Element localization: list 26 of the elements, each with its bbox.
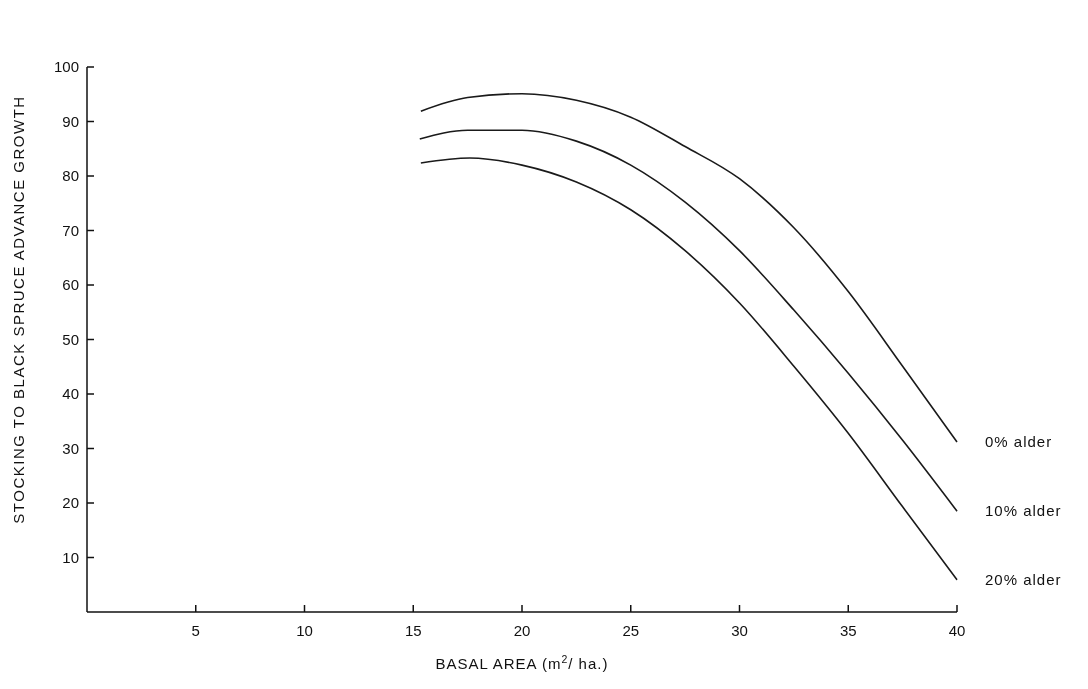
x-tick-label: 5: [191, 622, 200, 639]
x-tick-label: 10: [296, 622, 313, 639]
x-axis-title: BASAL AREA (m$^{2}$/ ha.): [435, 653, 609, 672]
x-tick-label: 40: [948, 622, 966, 639]
y-tick-label: 30: [62, 439, 79, 457]
y-tick-label: 70: [62, 221, 79, 239]
x-tick-label: 25: [622, 622, 640, 639]
line-series: [420, 92, 958, 443]
y-tick-label: 20: [62, 494, 79, 511]
line-series: [420, 157, 958, 581]
y-tick-label: 60: [62, 276, 79, 293]
series-label: 0% alder: [985, 432, 1053, 450]
x-tick-label: 30: [731, 622, 748, 639]
line-series: [418, 129, 958, 512]
y-tick-label: 80: [62, 167, 79, 184]
y-tick-label: 50: [62, 330, 79, 348]
x-tick-label: 15: [404, 622, 422, 639]
x-tick-label: 35: [839, 622, 857, 639]
series-label: 20% alder: [985, 570, 1062, 588]
series-label: 10% alder: [985, 502, 1062, 520]
y-tick-label: 90: [62, 112, 79, 130]
y-tick-label: 40: [62, 385, 79, 402]
y-tick-label: 10: [62, 548, 79, 566]
y-tick-label: 100: [53, 58, 79, 75]
x-tick-label: 20: [513, 622, 531, 639]
y-axis-title: STOCKING TO BLACK SPRUCE ADVANCE GROWTH: [10, 95, 27, 524]
